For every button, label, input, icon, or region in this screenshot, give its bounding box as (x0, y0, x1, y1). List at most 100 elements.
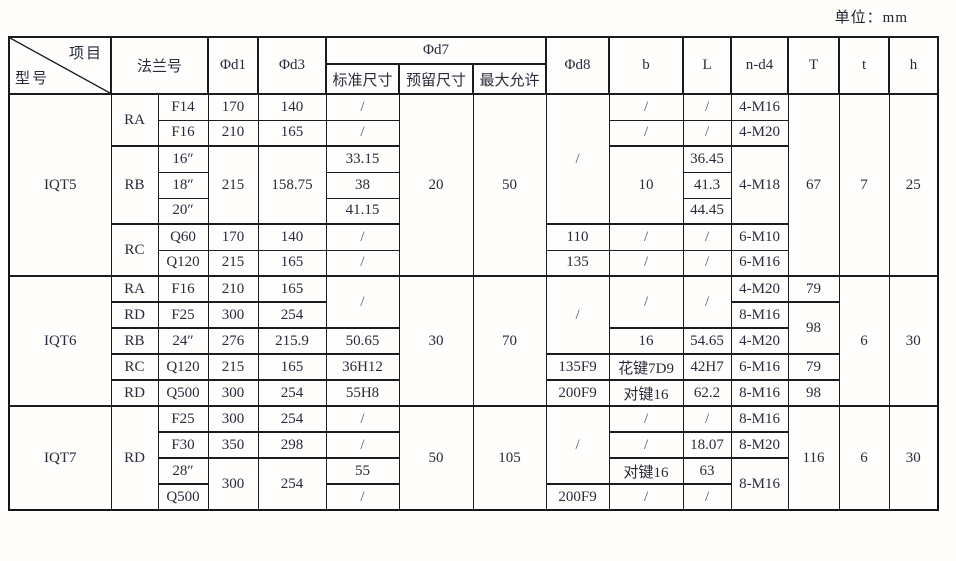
header-d7-standard: 标准尺寸 (325, 63, 401, 95)
table-cell: 55H8 (325, 379, 400, 407)
table-cell: 300 (207, 457, 259, 511)
table-row: Q500/200F9// (9, 483, 938, 511)
table-cell: 30 (888, 405, 939, 511)
table-cell: 6-M10 (730, 223, 789, 251)
table-cell: 4-M20 (730, 119, 789, 147)
table-cell: 8-M20 (730, 431, 789, 459)
table-cell: 200F9 (545, 379, 610, 407)
table-cell: / (325, 119, 400, 147)
table-cell: F25 (157, 301, 209, 329)
table-cell: 67 (787, 93, 840, 277)
table-cell: 36.45 (682, 145, 732, 173)
table-cell: 20″ (157, 197, 209, 225)
table-cell: / (682, 275, 732, 329)
table-cell: 16″ (157, 145, 209, 173)
table-cell: 63 (682, 457, 732, 485)
header-model-label: 型号 (15, 71, 50, 87)
table-cell: 7 (838, 93, 890, 277)
table-cell: 215 (207, 353, 259, 381)
table-cell: / (325, 249, 400, 277)
table-cell: 8-M16 (730, 379, 789, 407)
header-d7: Φd7 (325, 36, 548, 65)
table-cell: Q60 (157, 223, 209, 251)
header-flange-no: 法兰号 (109, 36, 210, 95)
table-cell: 276 (207, 327, 259, 355)
series-cell: RA (110, 275, 159, 303)
table-row: 18″ 38 41.3 (9, 171, 938, 199)
table-row: RC Q120 215 165 36H12 135F9 花键7D9 42H7 6-M16 79 (9, 353, 938, 381)
table-cell: / (325, 431, 400, 459)
table-cell: F30 (157, 431, 209, 459)
table-cell: F14 (157, 93, 209, 121)
table-cell: F25 (157, 405, 209, 433)
table-cell: 50 (472, 93, 547, 277)
table-cell: 6 (838, 275, 890, 407)
table-cell: 30 (398, 275, 474, 407)
table-cell: 254 (257, 301, 327, 329)
table-cell: 18.07 (682, 431, 732, 459)
table-cell: 30 (888, 275, 939, 407)
table-cell: 254 (257, 405, 327, 433)
table-cell: 300 (207, 379, 259, 407)
table-cell: Q120 (157, 249, 209, 277)
table-cell: 254 (257, 457, 327, 511)
table-cell: 70 (472, 275, 547, 407)
table-cell: / (608, 275, 684, 329)
header-d7-reserved: 预留尺寸 (398, 63, 475, 95)
table-cell: / (608, 483, 684, 511)
table-cell: 6 (838, 405, 890, 511)
table-row: RB 16″ 215 158.75 33.15 10 36.45 4-M18 (9, 145, 938, 225)
table-cell: / (682, 249, 732, 277)
header-d3: Φd3 (257, 36, 328, 95)
unit-label: 单位：mm (834, 10, 908, 26)
table-cell: 165 (257, 249, 327, 277)
header-n-d4: n-d4 (730, 36, 790, 95)
table-cell: 140 (257, 223, 327, 251)
table-cell: F16 (157, 119, 209, 147)
table-cell: / (325, 405, 400, 433)
table-row: 28″ 300 254 55 对键16 63 8-M16 (9, 457, 938, 511)
table-cell: 24″ (157, 327, 209, 355)
table-cell: 8-M16 (730, 301, 789, 329)
table-cell: 50 (398, 405, 474, 511)
table-cell: / (682, 93, 732, 121)
table-cell: 200F9 (545, 483, 610, 511)
header-T: T (787, 36, 841, 95)
header-project-label: 项目 (68, 46, 103, 62)
table-cell: / (608, 93, 684, 121)
table-cell: 50.65 (325, 327, 400, 355)
table-cell: 55 (325, 457, 400, 485)
table-row: RB 24″ 276 215.9 50.65 16 54.65 4-M20 (9, 327, 938, 355)
series-cell: RD (110, 405, 159, 511)
table-cell: 170 (207, 223, 259, 251)
table-row: RD Q500 300 254 55H8 200F9 对键16 62.2 8-M16 98 (9, 379, 938, 407)
table-cell: 215 (207, 249, 259, 277)
table-cell: 对键16 (608, 379, 684, 407)
table-cell: 36H12 (325, 353, 400, 381)
header-t: t (838, 36, 891, 95)
flange-spec-table: 项目 型号 法兰号 Φd1 Φd3 Φd7 Φd8 b L n-d4 T t h… (8, 36, 940, 511)
table-cell: 140 (257, 93, 327, 121)
table-row: F30 350 298//18.07 8-M20 (9, 431, 938, 459)
table-cell: 20 (398, 93, 474, 277)
table-row: IQT7 RD F25 300 254/50 105///8-M16 116 6 30 (8, 405, 939, 511)
table-cell: 300 (207, 301, 259, 329)
model-cell: IQT5 (8, 93, 112, 277)
table-cell: Q500 (157, 379, 209, 407)
table-cell: 25 (888, 93, 939, 277)
table-cell: 300 (207, 405, 259, 433)
diagonal-divider-line (10, 38, 110, 93)
table-cell: 215.9 (257, 327, 327, 355)
series-cell: RB (110, 145, 159, 225)
table-cell: 6-M16 (730, 353, 789, 381)
table-cell: 16 (608, 327, 684, 355)
table-cell: 165 (257, 275, 327, 303)
table-cell: 170 (207, 93, 259, 121)
header-h: h (888, 36, 940, 95)
series-cell: RC (110, 223, 159, 277)
table-cell: / (682, 119, 732, 147)
table-cell: 8-M16 (730, 405, 789, 433)
table-cell: 62.2 (682, 379, 732, 407)
table-cell: 350 (207, 431, 259, 459)
table-cell: 158.75 (257, 145, 327, 225)
